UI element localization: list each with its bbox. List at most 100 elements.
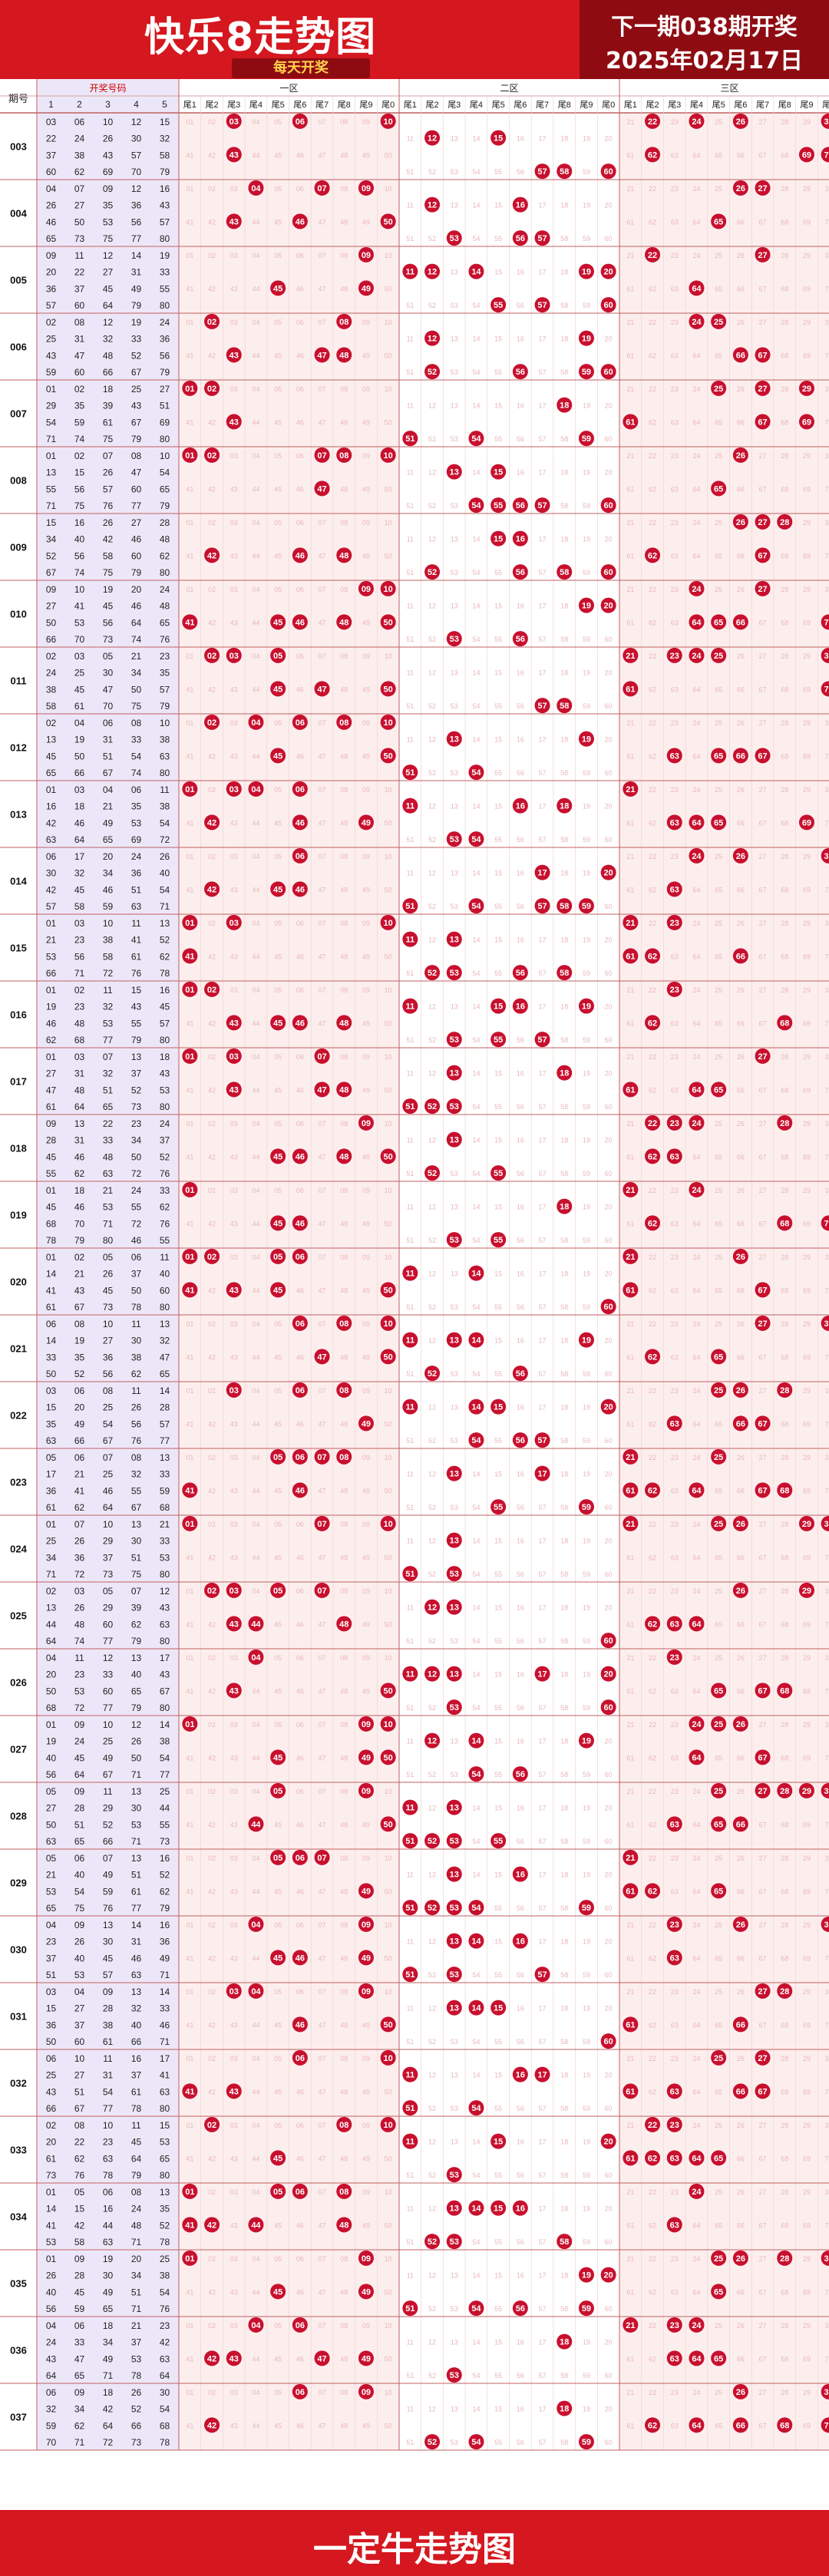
undrawn-number: 13 [451,2138,458,2146]
draw-number: 75 [103,434,114,444]
undrawn-number: 51 [406,2372,414,2379]
undrawn-number: 65 [715,1019,722,1027]
drawn-ball-number: 23 [670,1119,679,1128]
draw-number: 31 [131,267,142,278]
draw-number: 68 [160,1502,170,1513]
draw-number: 65 [160,1369,170,1379]
undrawn-number: 42 [208,1821,216,1828]
drawn-ball-number: 66 [736,952,745,961]
undrawn-number: 09 [362,1187,370,1194]
drawn-ball-number: 46 [296,1953,305,1963]
undrawn-number: 52 [428,302,436,309]
undrawn-number: 01 [186,185,193,193]
undrawn-number: 16 [517,1204,524,1211]
undrawn-number: 47 [319,285,326,292]
undrawn-number: 49 [362,151,370,159]
undrawn-number: 01 [186,652,193,660]
undrawn-number: 66 [737,2221,745,2229]
draw-number: 60 [74,2036,85,2047]
undrawn-number: 22 [649,1454,656,1461]
drawn-ball [226,147,242,163]
draw-number: 13 [46,467,57,478]
draw-number: 65 [160,484,170,494]
undrawn-number: 01 [186,2322,193,2330]
undrawn-number: 20 [605,1537,613,1545]
draw-number: 11 [74,1653,84,1663]
drawn-ball [314,180,330,196]
undrawn-number: 16 [517,1070,524,1078]
undrawn-number: 21 [626,853,634,860]
undrawn-number: 02 [208,118,216,126]
drawn-ball-number: 50 [384,1352,393,1362]
drawn-ball-number: 26 [736,1920,745,1930]
undrawn-number: 12 [428,1137,436,1144]
undrawn-number: 27 [759,652,767,660]
draw-number: 44 [160,1803,170,1814]
undrawn-number: 55 [494,1570,502,1578]
undrawn-number: 59 [583,636,590,643]
undrawn-number: 66 [737,218,745,226]
undrawn-number: 48 [340,953,348,960]
draw-number: 59 [46,2420,57,2431]
undrawn-number: 57 [539,1771,547,1778]
drawn-ball [623,781,639,797]
draw-number: 05 [103,651,114,662]
undrawn-number: 12 [428,1404,436,1412]
drawn-ball-number: 66 [736,351,745,360]
undrawn-number: 58 [560,1170,568,1177]
draw-number: 64 [103,2420,114,2431]
drawn-ball [204,447,220,463]
undrawn-number: 10 [385,385,392,393]
undrawn-number: 61 [626,1220,634,1227]
draw-number: 37 [131,1068,142,1079]
draw-number: 08 [131,451,142,461]
draw-number: 19 [74,1336,85,1346]
draw-number: 46 [103,884,114,895]
draw-number: 01 [46,1252,57,1263]
undrawn-number: 69 [803,2288,811,2296]
draw-number: 45 [74,884,85,895]
draw-number: 43 [46,350,57,361]
draw-number: 02 [46,317,57,328]
draw-number: 05 [46,1452,57,1463]
drawn-ball-number: 64 [692,2154,702,2163]
undrawn-number: 27 [759,319,767,326]
draw-number: 24 [74,134,85,144]
undrawn-number: 08 [340,385,348,393]
undrawn-number: 28 [781,1454,788,1461]
draw-index-label: 3 [105,99,111,110]
undrawn-number: 52 [428,1704,436,1712]
tail-label: 尾1 [183,100,197,110]
undrawn-number: 59 [583,1303,590,1311]
undrawn-number: 28 [781,2389,788,2396]
drawn-ball-number: 09 [362,1987,371,1996]
undrawn-number: 21 [626,1053,634,1061]
undrawn-number: 30 [825,1454,829,1461]
undrawn-number: 04 [252,1320,259,1328]
undrawn-number: 64 [692,685,700,693]
undrawn-number: 17 [539,1871,547,1879]
undrawn-number: 19 [583,1471,590,1478]
undrawn-number: 10 [385,2389,392,2396]
drawn-ball-number: 13 [450,1470,459,1479]
drawn-ball-number: 06 [296,2388,305,2397]
undrawn-number: 12 [428,2272,436,2280]
drawn-ball-number: 69 [802,418,811,427]
undrawn-number: 68 [781,218,788,226]
undrawn-number: 46 [296,2221,304,2229]
undrawn-number: 48 [340,2088,348,2095]
undrawn-number: 23 [671,185,679,193]
drawn-ball [292,714,308,730]
undrawn-number: 24 [692,986,700,994]
undrawn-number: 11 [407,1537,414,1545]
draw-number: 71 [131,2237,142,2247]
undrawn-number: 27 [759,1387,767,1395]
undrawn-number: 08 [340,1521,348,1528]
undrawn-number: 21 [626,1654,634,1662]
undrawn-number: 62 [649,1954,656,1962]
draw-number: 33 [103,1135,114,1146]
undrawn-number: 28 [781,118,788,126]
undrawn-number: 47 [319,2021,326,2029]
undrawn-number: 11 [407,603,414,610]
undrawn-number: 05 [274,185,282,193]
